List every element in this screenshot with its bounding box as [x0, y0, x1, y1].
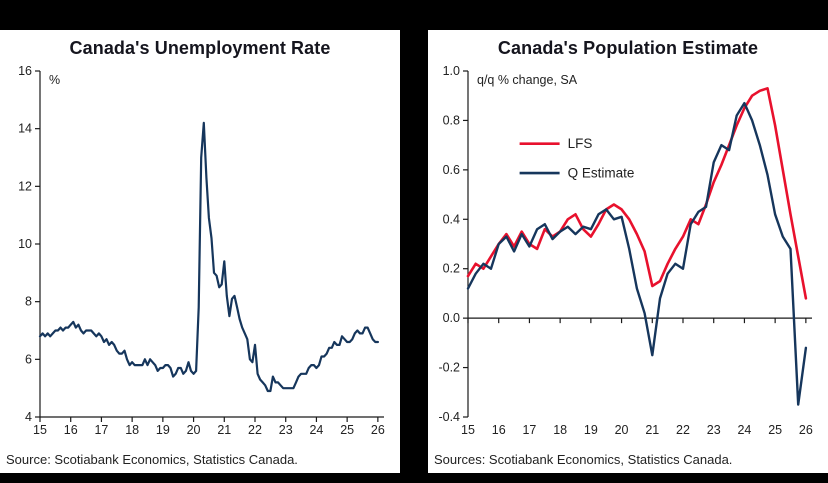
unemployment-source-note: Source: Scotiabank Economics, Statistics… — [6, 452, 298, 467]
x-tick-label: 21 — [645, 423, 659, 437]
unemployment-panel: Canada's Unemployment Rate 4 6 8 10 12 14 16 15… — [0, 30, 400, 473]
x-tick-label: 22 — [676, 423, 690, 437]
y-tick-label: 16 — [18, 64, 32, 78]
x-tick-label: 23 — [279, 423, 293, 437]
x-tick-label: 26 — [799, 423, 813, 437]
x-tick-label: 17 — [522, 423, 536, 437]
legend-label-q-estimate: Q Estimate — [568, 166, 635, 181]
series-line-q-estimate — [466, 101, 808, 406]
x-tick-label: 15 — [33, 423, 47, 437]
population-panel: Canada's Population Estimate -0.4 -0.2 0.0… — [428, 30, 828, 473]
y-tick-label: 6 — [25, 352, 32, 366]
y-tick-label: 4 — [25, 410, 32, 424]
legend-label-lfs: LFS — [568, 136, 593, 151]
x-tick-label: 16 — [492, 423, 506, 437]
population-source-note: Sources: Scotiabank Economics, Statistic… — [434, 452, 733, 467]
x-tick-label: 20 — [615, 423, 629, 437]
x-tick-label: 15 — [461, 423, 475, 437]
y-tick-label: 0.8 — [443, 113, 460, 127]
x-tick-label: 19 — [156, 423, 170, 437]
unemployment-chart: 4 6 8 10 12 14 16 15 16 17 18 19 20 21 22 23 24 25 26% — [18, 64, 385, 437]
y-tick-label: 12 — [18, 179, 32, 193]
x-tick-label: 18 — [125, 423, 139, 437]
y-tick-label: -0.2 — [438, 361, 460, 375]
x-tick-label: 23 — [707, 423, 721, 437]
x-tick-label: 25 — [768, 423, 782, 437]
y-tick-label: 14 — [18, 122, 32, 136]
series-line-unemployment-rate — [38, 121, 379, 393]
x-tick-label: 20 — [187, 423, 201, 437]
x-tick-label: 21 — [217, 423, 231, 437]
y-tick-label: 0.2 — [443, 262, 460, 276]
x-tick-label: 19 — [584, 423, 598, 437]
x-tick-label: 25 — [340, 423, 354, 437]
series-line-lfs — [466, 87, 808, 300]
y-tick-label: 8 — [25, 295, 32, 309]
y-tick-label: 0.0 — [443, 311, 460, 325]
population-chart: -0.4 -0.2 0.0 0.2 0.4 0.6 0.8 1.0 15 16 17 18 19 20 21… — [438, 64, 813, 437]
x-tick-label: 18 — [553, 423, 567, 437]
unemployment-chart-title: Canada's Unemployment Rate — [69, 38, 331, 58]
x-tick-label: 17 — [94, 423, 108, 437]
y-tick-label: 0.4 — [443, 212, 460, 226]
y-tick-label: 10 — [18, 237, 32, 251]
y-tick-label: 1.0 — [443, 64, 460, 78]
axis-unit-label: % — [49, 73, 60, 87]
x-tick-label: 26 — [371, 423, 385, 437]
x-tick-label: 24 — [309, 423, 323, 437]
axis-unit-label: q/q % change, SA — [477, 73, 578, 87]
population-chart-title: Canada's Population Estimate — [497, 38, 759, 58]
x-tick-label: 24 — [737, 423, 751, 437]
x-tick-label: 22 — [248, 423, 262, 437]
y-tick-label: -0.4 — [438, 410, 460, 424]
y-tick-label: 0.6 — [443, 163, 460, 177]
x-tick-label: 16 — [64, 423, 78, 437]
